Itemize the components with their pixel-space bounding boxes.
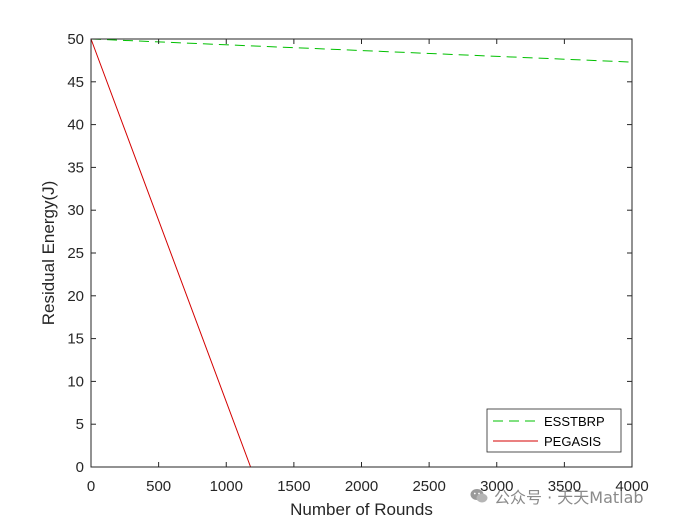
wechat-icon [470,488,488,504]
x-tick-label: 2500 [412,478,445,495]
y-tick-label: 10 [67,373,84,390]
y-axis-title: Residual Energy(J) [39,181,58,326]
x-axis-title: Number of Rounds [290,500,433,519]
y-tick-label: 30 [67,202,84,219]
y-tick-label: 50 [67,31,84,48]
y-tick-label: 5 [76,416,84,433]
y-tick-label: 15 [67,331,84,348]
x-axis: 0 500 1000 1500 2000 2500 3000 3500 4000 [87,39,649,495]
x-tick-label: 1000 [210,478,243,495]
x-tick-label: 3500 [548,478,581,495]
x-tick-label: 0 [87,478,95,495]
x-tick-label: 4000 [615,478,648,495]
series-line-esstbrp [90,38,633,63]
y-tick-label: 40 [67,117,84,134]
x-tick-label: 500 [146,478,171,495]
x-tick-label: 1500 [277,478,310,495]
plot-area [91,39,632,467]
y-tick-label: 20 [67,288,84,305]
watermark: 公众号 · 天天Matlab [470,484,644,508]
legend-box [486,408,622,453]
legend: ESSTBRP PEGASIS [486,408,622,453]
y-tick-label: 45 [67,74,84,91]
x-tick-label: 3000 [480,478,513,495]
y-tick-label: 35 [67,159,84,176]
legend-label-esstbrp: ESSTBRP [544,414,605,429]
axes-box [90,38,633,468]
y-tick-label: 25 [67,245,84,262]
legend-label-pegasis: PEGASIS [544,434,601,449]
y-tick-label: 0 [76,459,84,476]
watermark-text: 公众号 · 天天Matlab [494,488,644,507]
x-tick-label: 2000 [345,478,378,495]
y-axis: 0 5 10 15 20 25 30 35 40 45 50 [67,31,632,476]
